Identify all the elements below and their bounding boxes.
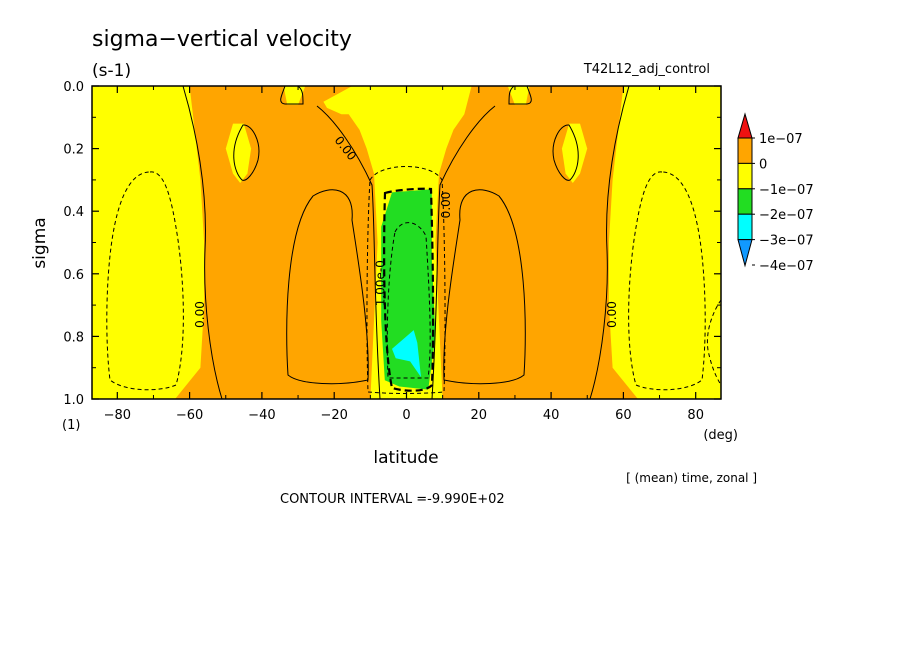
x-axis-label: latitude — [373, 448, 438, 468]
x-tick-label: −80 — [104, 408, 131, 423]
y-axis: 0.0 0.2 0.4 0.6 0.8 1.0 — [63, 80, 721, 408]
legend-label: 1e−07 — [759, 132, 803, 147]
x-axis-unit: (deg) — [703, 428, 738, 443]
contour-label: 0.00 — [439, 192, 453, 219]
legend-arrow-top — [737, 112, 753, 139]
contour-region-negative_small — [561, 123, 588, 183]
zero-contour-south — [182, 85, 223, 400]
legend-label: −1e−07 — [759, 183, 814, 198]
contour-region-negative_small — [283, 86, 306, 105]
x-tick-label: 20 — [471, 408, 488, 423]
units-label: (s-1) — [92, 61, 131, 81]
legend-label: −2e−07 — [759, 208, 814, 223]
x-tick-label: 40 — [543, 408, 560, 423]
y-tick-label: 0.0 — [63, 80, 84, 95]
contour-lines — [182, 85, 630, 400]
x-tick-label: −20 — [320, 408, 347, 423]
x-axis: −80 −60 −40 −20 0 20 40 60 80 — [104, 86, 704, 423]
dashed-contour-northeast — [628, 171, 706, 391]
zero-contour-north — [589, 85, 630, 400]
legend-swatch — [737, 188, 753, 215]
dashed-contour-equatorial-inner — [386, 222, 431, 379]
contour-regions — [92, 86, 721, 399]
contour-region-negative_small — [507, 86, 530, 105]
contour-label: 0.00 — [193, 301, 207, 328]
tropopause-notch-north — [508, 85, 532, 105]
legend-swatch — [737, 213, 753, 241]
positive-contour-north — [443, 189, 526, 385]
legend-swatch — [737, 162, 753, 190]
tropopause-notch-south — [280, 85, 304, 105]
contour-region-negative_small — [92, 86, 205, 399]
x-tick-label: −60 — [176, 408, 203, 423]
y-tick-label: 0.2 — [63, 143, 84, 158]
zero-contour-equatorial — [316, 105, 381, 400]
x-tick-label: 60 — [615, 408, 632, 423]
dashed-contour-equatorial-outer — [366, 166, 446, 394]
contour-region-negative_large — [392, 330, 421, 378]
small-cell-north — [552, 124, 579, 181]
y-tick-label: 0.6 — [63, 268, 84, 283]
dashed-contour-edge-north — [706, 299, 722, 386]
y-tick-label: 0.8 — [63, 330, 84, 345]
x-tick-label: −40 — [248, 408, 275, 423]
contour-region-negative_small — [225, 123, 252, 183]
contour-region-negative_small — [608, 86, 721, 399]
zero-contour-equatorial-north — [431, 105, 496, 400]
contour-region-negative_medium — [381, 189, 436, 390]
contour-label: 0.00 — [605, 301, 619, 328]
thick-dashed-outline — [383, 187, 435, 392]
legend-arrow-bottom — [737, 239, 753, 268]
legend-label: −3e−07 — [759, 234, 814, 249]
legend-label: −4e−07 — [759, 259, 814, 274]
legend-swatch — [737, 137, 753, 164]
contour-label: 1.00e-0 — [374, 260, 388, 306]
color-legend: 1e−07 0 −1e−07 −2e−07 −3e−07 −4e−07 — [737, 112, 814, 274]
averaging-note: [ (mean) time, zonal ] — [626, 471, 757, 485]
y-axis-label: sigma — [30, 217, 50, 268]
y-axis-unit: (1) — [62, 418, 80, 433]
contour-interval: CONTOUR INTERVAL =-9.990E+02 — [280, 492, 505, 507]
legend-label: 0 — [759, 157, 767, 172]
x-tick-label: 0 — [402, 408, 410, 423]
dashed-contour-southwest — [106, 171, 184, 391]
run-label: T42L12_adj_control — [583, 62, 710, 77]
x-tick-label: 80 — [687, 408, 704, 423]
negative-contour-lines — [106, 166, 722, 394]
green-region-outline — [383, 187, 435, 392]
y-tick-label: 0.4 — [63, 205, 84, 220]
plot-area: 0.00 0.000.000.001.00e-0 — [91, 85, 722, 400]
chart-title: sigma−vertical velocity — [92, 27, 352, 52]
y-tick-label: 1.0 — [63, 393, 84, 408]
small-cell-south — [233, 124, 260, 181]
